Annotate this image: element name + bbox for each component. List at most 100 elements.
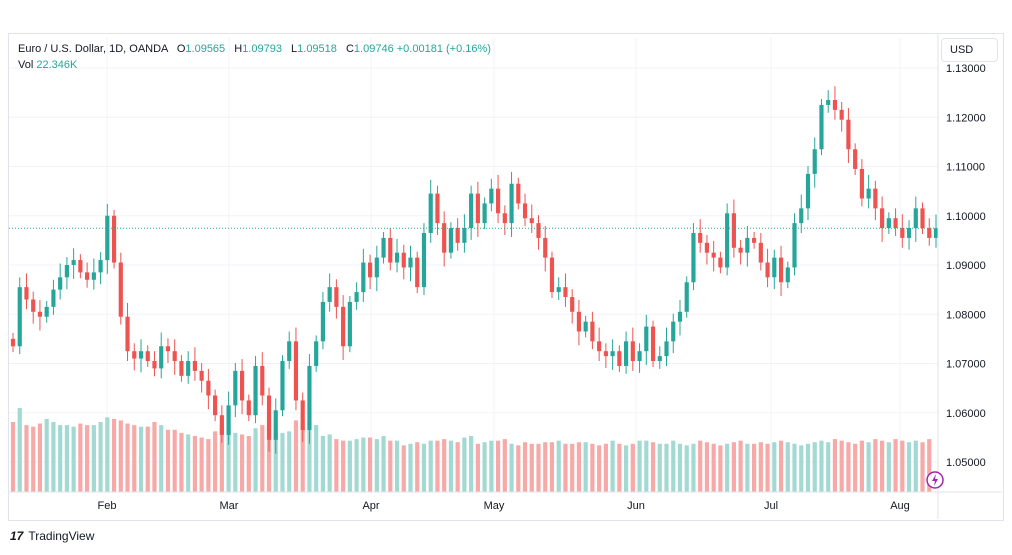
time-axis[interactable]: Feb Mar Apr May Jun Jul Aug <box>9 491 1002 512</box>
volume-bar <box>327 434 332 492</box>
volume-bar <box>893 439 898 492</box>
volume-bar <box>347 440 352 492</box>
candle-body <box>58 277 63 290</box>
volume-bar <box>125 423 130 492</box>
candle-body <box>280 361 285 411</box>
candle-body <box>226 405 231 435</box>
volume-bar <box>219 425 224 492</box>
volume-bar <box>805 443 811 492</box>
volume-bar <box>752 443 757 492</box>
currency-unit-button[interactable]: USD <box>941 38 998 62</box>
volume-bar <box>610 440 615 492</box>
volume-bar <box>91 425 96 492</box>
volume-bar <box>226 429 231 492</box>
volume-bar <box>307 422 312 492</box>
volume-bar <box>118 420 123 492</box>
volume-bar <box>778 440 784 492</box>
volume-bar <box>482 442 487 492</box>
volume-bar <box>859 440 864 492</box>
candle-body <box>630 341 635 362</box>
volume-bar <box>765 443 770 492</box>
volume-bar <box>570 443 575 492</box>
volume-bar <box>597 445 602 492</box>
x-tick-label: May <box>484 500 505 512</box>
volume-bar <box>421 443 427 492</box>
volume-bar <box>105 417 110 492</box>
tradingview-logo[interactable]: 17 TradingView <box>10 529 94 543</box>
volume-bar <box>374 439 379 492</box>
volume-bar <box>812 442 817 492</box>
candle-body <box>51 289 56 307</box>
candle-body <box>475 193 480 224</box>
candle-body <box>85 272 90 280</box>
volume-bar <box>300 422 305 492</box>
candle-body <box>320 301 326 342</box>
volume-bar <box>273 431 278 492</box>
candle-body <box>307 365 312 430</box>
candle-body <box>132 351 137 359</box>
volume-bar <box>576 442 582 492</box>
volume-bar <box>253 428 258 492</box>
candle-body <box>859 168 864 199</box>
candle-body <box>469 193 474 229</box>
candle-body <box>435 193 440 224</box>
alert-icon[interactable] <box>926 471 944 489</box>
volume-bar <box>186 434 191 492</box>
candle-body <box>138 351 144 359</box>
volume-bar <box>394 440 400 492</box>
candle-body <box>873 188 878 209</box>
candle-body <box>192 361 197 371</box>
volume-bar <box>691 443 696 492</box>
volume-bar <box>846 442 851 492</box>
candle-body <box>300 400 305 430</box>
candle-body <box>388 237 393 263</box>
candle-body <box>570 297 575 312</box>
candle-body <box>91 272 96 280</box>
candle-body <box>361 262 366 293</box>
y-tick-label: 1.12000 <box>946 112 986 124</box>
candle-body <box>906 228 912 238</box>
volume-bar <box>556 440 561 492</box>
candle-body <box>772 257 777 278</box>
candle-body <box>408 257 413 268</box>
volume-bar <box>853 443 858 492</box>
candle-body <box>657 356 662 362</box>
candle-body <box>671 321 676 342</box>
volume-bar <box>711 443 716 492</box>
volume-bar <box>886 442 891 492</box>
ohlc-row: Euro / U.S. Dollar, 1D, OANDA O1.09565 H… <box>18 41 491 57</box>
candle-body <box>401 252 406 268</box>
volume-bar <box>819 440 824 492</box>
volume-bar <box>361 437 366 492</box>
volume-bar <box>354 439 359 492</box>
candle-body <box>37 311 43 317</box>
candle-body <box>260 365 265 396</box>
price-axis[interactable]: 1.13000 1.12000 1.11000 1.10000 1.09000 1.080… <box>937 34 986 519</box>
volume-bar <box>927 439 932 492</box>
candle-body <box>125 316 130 352</box>
candle-body <box>159 346 164 369</box>
symbol-title[interactable]: Euro / U.S. Dollar, 1D, OANDA <box>18 43 168 55</box>
candle-body <box>273 410 278 440</box>
candle-body <box>347 301 352 347</box>
candle-body <box>327 287 332 302</box>
volume-bar <box>832 439 838 492</box>
volume-bar <box>704 442 710 492</box>
candle-body <box>246 400 251 416</box>
candle-body <box>381 237 386 258</box>
close-value: 1.09746 <box>353 43 394 55</box>
candle-body <box>563 287 568 298</box>
volume-bar <box>442 439 447 492</box>
volume-bar <box>623 445 629 492</box>
volume-bar <box>698 440 703 492</box>
volume-bar <box>906 442 912 492</box>
volume-bar <box>401 445 406 492</box>
volume-bar <box>603 443 608 492</box>
volume-row: Vol 22.346K <box>18 57 491 73</box>
volume-bar <box>10 422 16 492</box>
volume-bar <box>684 445 689 492</box>
candle-body <box>765 262 770 278</box>
candle-body <box>341 306 346 347</box>
candle-body <box>118 262 123 317</box>
